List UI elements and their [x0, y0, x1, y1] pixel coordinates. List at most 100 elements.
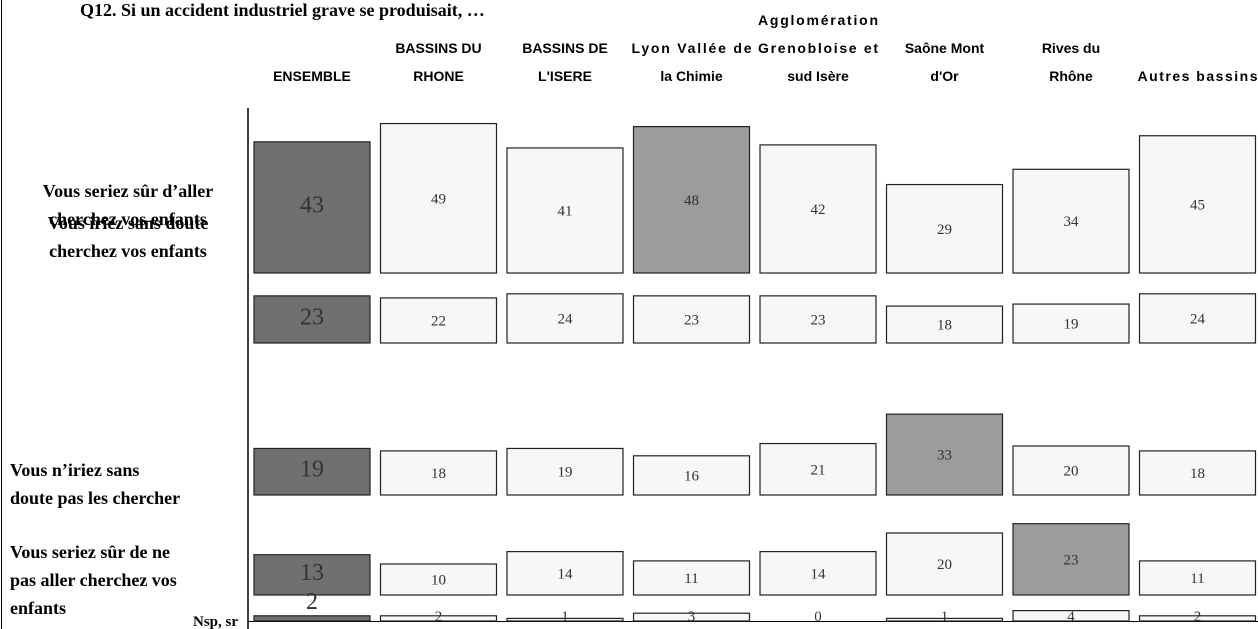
- column-header: BASSINS DU: [395, 40, 481, 56]
- column-header: d'Or: [930, 68, 959, 84]
- column-header: ENSEMBLE: [273, 68, 351, 84]
- cell-box: [759, 295, 877, 344]
- cell-box: [253, 295, 371, 344]
- cell-box: [253, 447, 371, 496]
- cell-box: [1012, 303, 1130, 344]
- cell-box: [253, 554, 371, 596]
- value-label: 24: [558, 311, 574, 327]
- cell-box: [379, 297, 498, 344]
- cell-box: [379, 615, 498, 622]
- value-label: 42: [811, 202, 826, 218]
- cell-box: [1138, 135, 1257, 274]
- value-label: 34: [1064, 214, 1080, 230]
- cell-box: [632, 295, 751, 344]
- value-label: 2: [1194, 609, 1202, 625]
- column-header: Agglomération: [758, 12, 878, 28]
- value-label: 11: [684, 571, 698, 587]
- row-label: cherchez vos enfants: [49, 209, 207, 229]
- row-label: Nsp, sr: [193, 614, 238, 629]
- cell-box: [1138, 450, 1257, 496]
- column-header: Rhône: [1049, 68, 1093, 84]
- value-label: 22: [431, 313, 446, 329]
- value-label: 24: [1190, 311, 1206, 327]
- value-label: 18: [431, 466, 446, 482]
- value-label: 33: [937, 448, 952, 464]
- value-label: 10: [431, 573, 446, 589]
- value-label: 19: [1064, 317, 1079, 333]
- column-header: Saône Mont: [905, 40, 985, 56]
- cell-box: [759, 144, 877, 274]
- value-label: 20: [1064, 464, 1079, 480]
- value-label: 2: [306, 589, 318, 615]
- cell-box: [253, 615, 371, 622]
- cell-box: [506, 550, 624, 596]
- row-label: Vous seriez sûr de ne: [10, 542, 170, 562]
- value-label: 23: [1064, 552, 1079, 568]
- row-label: Vous n’iriez sans: [10, 460, 139, 480]
- cell-box: [1012, 168, 1130, 274]
- value-label: 11: [1190, 571, 1204, 587]
- row-label: Vous iriez sans doute: [48, 213, 209, 233]
- value-label: 23: [684, 312, 699, 328]
- row-label: Vous seriez sûr d’aller: [43, 181, 214, 201]
- cell-box: [1012, 609, 1130, 622]
- column-header: Lyon Vallée de: [632, 40, 752, 56]
- cell-box: [885, 617, 1004, 622]
- column-header: BASSINS DE: [522, 40, 608, 56]
- cell-box: [506, 617, 624, 622]
- value-label: 14: [811, 566, 827, 582]
- column-header: sud Isère: [787, 68, 849, 84]
- value-label: 19: [558, 465, 573, 481]
- value-label: 13: [300, 560, 324, 586]
- value-label: 20: [937, 557, 952, 573]
- cell-box: [1012, 445, 1130, 496]
- column-header: L'ISERE: [538, 68, 592, 84]
- cell-box: [1138, 293, 1257, 344]
- value-label: 18: [1190, 466, 1205, 482]
- cell-box: [506, 447, 624, 496]
- value-label: 45: [1190, 197, 1205, 213]
- cell-box: [632, 455, 751, 496]
- row-label: doute pas les chercher: [10, 488, 180, 508]
- value-label: 2: [435, 609, 443, 625]
- value-label: 1: [561, 609, 569, 625]
- cell-box: [632, 612, 751, 622]
- column-header: la Chimie: [660, 68, 722, 84]
- value-label: 43: [300, 192, 324, 218]
- value-label: 23: [300, 304, 324, 330]
- cell-box: [885, 532, 1004, 596]
- cell-box: [759, 442, 877, 496]
- cell-box: [1138, 560, 1257, 596]
- cell-box: [1012, 523, 1130, 596]
- value-label: 49: [431, 191, 446, 207]
- cell-box: [253, 141, 371, 274]
- cell-box: [632, 560, 751, 596]
- value-label: 21: [811, 462, 826, 478]
- cell-box: [506, 147, 624, 274]
- row-label: cherchez vos enfants: [49, 241, 207, 261]
- cell-box: [379, 122, 498, 274]
- cell-box: [379, 563, 498, 596]
- cell-box: [885, 305, 1004, 344]
- cell-box: [1138, 615, 1257, 622]
- cell-box: [759, 550, 877, 596]
- cell-box: [885, 183, 1004, 274]
- value-label: 16: [684, 468, 700, 484]
- value-label: 0: [814, 609, 822, 625]
- value-label: 1: [941, 609, 949, 625]
- value-label: 18: [937, 318, 952, 334]
- value-label: 19: [300, 457, 324, 483]
- value-label: 48: [684, 193, 699, 209]
- value-label: 14: [558, 566, 574, 582]
- column-header: Grenobloise et: [758, 40, 878, 56]
- cell-box: [885, 413, 1004, 496]
- chart-title: Q12. Si un accident industriel grave se …: [80, 0, 485, 20]
- cell-box: [632, 125, 751, 274]
- value-label: 3: [688, 609, 696, 625]
- column-header: RHONE: [413, 68, 464, 84]
- column-header: Autres bassins: [1138, 68, 1258, 84]
- column-header: Rives du: [1042, 40, 1100, 56]
- cell-box: [506, 293, 624, 344]
- value-label: 29: [937, 222, 952, 238]
- value-label: 23: [811, 312, 826, 328]
